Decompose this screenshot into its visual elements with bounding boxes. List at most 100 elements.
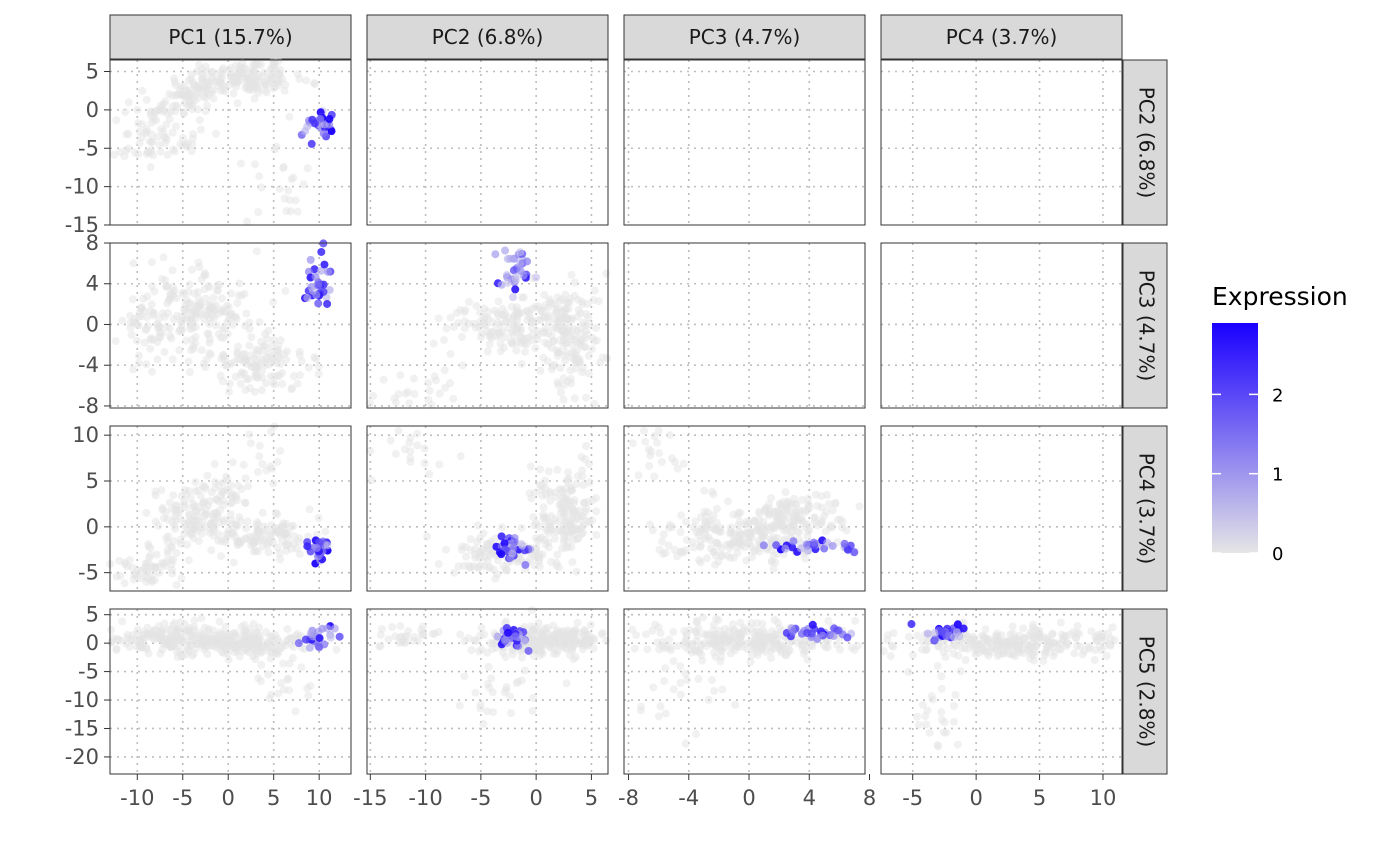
x-tick-label: -4 (678, 786, 699, 810)
data-point (160, 347, 169, 356)
y-tick-label: 0 (86, 515, 99, 539)
data-point (192, 83, 201, 92)
data-point (280, 194, 289, 203)
data-point (669, 627, 678, 636)
expressing-point (803, 628, 812, 637)
panel-3-3 (623, 242, 866, 409)
data-point (124, 129, 133, 138)
data-point (589, 644, 598, 653)
data-point (670, 545, 679, 554)
data-point (544, 311, 553, 320)
data-point (456, 452, 465, 461)
y-tick-label: 5 (86, 603, 99, 627)
data-point (921, 712, 930, 721)
data-point (254, 639, 263, 648)
data-point (284, 540, 293, 549)
panel-border (623, 242, 866, 409)
data-point (520, 666, 529, 675)
expressing-point (314, 642, 323, 651)
data-point (577, 297, 586, 306)
data-point (700, 638, 709, 647)
data-point (541, 540, 550, 549)
data-point (157, 103, 166, 112)
data-point (221, 87, 230, 96)
data-point (717, 652, 726, 661)
data-point (943, 644, 952, 653)
data-point (200, 511, 209, 520)
expressing-point (520, 637, 529, 646)
y-tick-label: -10 (65, 175, 99, 199)
data-point (746, 657, 755, 666)
data-point (221, 622, 230, 631)
data-point (157, 486, 166, 495)
data-point (528, 606, 537, 615)
data-point (291, 707, 300, 716)
data-point (570, 499, 579, 508)
data-point (768, 627, 777, 636)
data-point (212, 321, 221, 330)
data-point (297, 663, 306, 672)
data-point (571, 335, 580, 344)
data-point (655, 545, 664, 554)
data-point (581, 393, 590, 402)
expressing-point (789, 537, 798, 546)
data-point (286, 207, 295, 216)
data-point (413, 441, 422, 450)
data-point (696, 644, 705, 653)
data-point (847, 643, 856, 652)
data-point (528, 330, 537, 339)
data-point (918, 700, 927, 709)
data-point (170, 77, 179, 86)
data-point (282, 355, 291, 364)
data-point (553, 550, 562, 559)
data-point (165, 498, 174, 507)
data-point (132, 642, 141, 651)
data-point (264, 326, 273, 335)
data-point (588, 516, 597, 525)
data-point (418, 622, 427, 631)
data-point (956, 667, 965, 676)
data-point (454, 318, 463, 327)
data-point (228, 458, 237, 467)
data-point (189, 632, 198, 641)
data-point (281, 80, 290, 89)
data-point (285, 659, 294, 668)
data-point (526, 462, 535, 471)
data-point (904, 667, 913, 676)
data-point (971, 650, 980, 659)
expressing-point (772, 541, 781, 550)
data-point (1008, 643, 1017, 652)
data-point (264, 548, 273, 557)
data-point (703, 508, 712, 517)
expressing-point (303, 542, 312, 551)
data-point (474, 562, 483, 571)
data-point (168, 266, 177, 275)
data-point (797, 641, 806, 650)
data-point (659, 530, 668, 539)
data-point (546, 496, 555, 505)
data-point (553, 465, 562, 474)
data-point (160, 619, 169, 628)
legend-tick-label: 1 (1272, 465, 1283, 486)
data-point (535, 637, 544, 646)
data-point (201, 78, 210, 87)
expressing-point (828, 541, 837, 550)
data-point (268, 464, 277, 473)
data-point (202, 67, 211, 76)
expressing-point (808, 620, 817, 629)
data-point (491, 574, 500, 583)
data-point (142, 313, 151, 322)
data-point (632, 631, 641, 640)
data-point (729, 529, 738, 538)
data-point (254, 373, 263, 382)
data-point (949, 717, 958, 726)
data-point (547, 331, 556, 340)
data-point (276, 446, 285, 455)
data-point (179, 290, 188, 299)
expressing-point (523, 257, 532, 266)
expressing-point (316, 114, 325, 123)
expressing-point (759, 541, 768, 550)
data-point (774, 631, 783, 640)
data-point (838, 517, 847, 526)
data-point (568, 515, 577, 524)
